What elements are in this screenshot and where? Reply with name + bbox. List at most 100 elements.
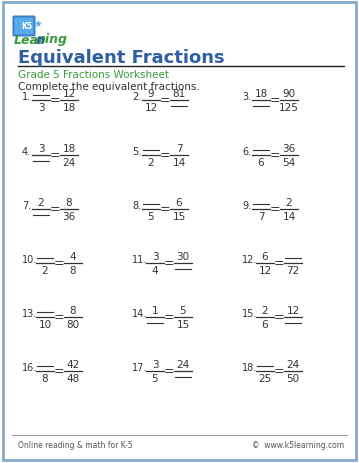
- Text: 18.: 18.: [242, 362, 257, 372]
- Text: =: =: [270, 94, 280, 107]
- Text: 8: 8: [70, 265, 76, 275]
- Text: 16.: 16.: [22, 362, 37, 372]
- FancyBboxPatch shape: [13, 17, 36, 38]
- Text: =: =: [50, 203, 60, 216]
- Text: Grade 5 Fractions Worksheet: Grade 5 Fractions Worksheet: [18, 70, 169, 80]
- Text: Lear: Lear: [14, 33, 45, 46]
- Text: 17.: 17.: [132, 362, 148, 372]
- Text: Equivalent Fractions: Equivalent Fractions: [18, 49, 225, 67]
- Text: 10.: 10.: [22, 255, 37, 264]
- Text: =: =: [50, 94, 60, 107]
- Text: 81: 81: [172, 89, 186, 99]
- Text: =: =: [160, 203, 170, 216]
- Text: 12: 12: [144, 103, 158, 113]
- Text: 9.: 9.: [242, 200, 251, 211]
- Text: 2: 2: [38, 198, 44, 207]
- Text: =: =: [274, 365, 284, 378]
- Text: 25: 25: [258, 373, 272, 383]
- Text: 5.: 5.: [132, 147, 141, 156]
- Text: 6: 6: [262, 319, 268, 329]
- Text: 15: 15: [176, 319, 190, 329]
- Text: =: =: [270, 149, 280, 162]
- Text: 2: 2: [148, 158, 154, 168]
- Text: 14: 14: [283, 212, 295, 221]
- Text: 11.: 11.: [132, 255, 147, 264]
- Text: 2: 2: [262, 305, 268, 315]
- Text: 18: 18: [62, 144, 76, 154]
- Text: 9: 9: [148, 89, 154, 99]
- Text: Complete the equivalent fractions.: Complete the equivalent fractions.: [18, 82, 200, 92]
- Text: =: =: [164, 365, 174, 378]
- Text: 14.: 14.: [132, 308, 147, 319]
- Text: 72: 72: [286, 265, 300, 275]
- Text: =: =: [160, 149, 170, 162]
- Text: 18: 18: [62, 103, 76, 113]
- Text: 4: 4: [70, 251, 76, 262]
- Text: 2: 2: [42, 265, 48, 275]
- Text: =: =: [164, 257, 174, 270]
- Text: 3.: 3.: [242, 92, 251, 102]
- Text: 7: 7: [258, 212, 264, 221]
- Text: ★: ★: [34, 19, 42, 29]
- Text: 15: 15: [172, 212, 186, 221]
- Text: 7.: 7.: [22, 200, 31, 211]
- Text: 3: 3: [38, 144, 44, 154]
- Text: 6: 6: [262, 251, 268, 262]
- FancyBboxPatch shape: [14, 19, 33, 36]
- Text: n: n: [36, 33, 45, 46]
- Text: 5: 5: [148, 212, 154, 221]
- Text: =: =: [274, 311, 284, 324]
- Text: 80: 80: [66, 319, 80, 329]
- Text: 36: 36: [62, 212, 76, 221]
- Text: 90: 90: [283, 89, 295, 99]
- Text: 2.: 2.: [132, 92, 141, 102]
- Text: 24: 24: [176, 359, 190, 369]
- Text: 12: 12: [286, 305, 300, 315]
- Text: 8: 8: [66, 198, 72, 207]
- Text: 3: 3: [152, 251, 158, 262]
- Text: 1.: 1.: [22, 92, 31, 102]
- Text: 48: 48: [66, 373, 80, 383]
- Text: 5: 5: [180, 305, 186, 315]
- Text: 5: 5: [27, 22, 32, 31]
- Text: 4: 4: [152, 265, 158, 275]
- Text: 6: 6: [176, 198, 182, 207]
- Text: =: =: [50, 149, 60, 162]
- Text: 12: 12: [258, 265, 272, 275]
- Text: 36: 36: [283, 144, 295, 154]
- Text: 10: 10: [38, 319, 52, 329]
- Text: K: K: [21, 22, 27, 31]
- Text: 12: 12: [62, 89, 76, 99]
- FancyBboxPatch shape: [3, 3, 356, 460]
- Text: 125: 125: [279, 103, 299, 113]
- Text: 14: 14: [172, 158, 186, 168]
- Text: ning: ning: [37, 33, 67, 46]
- Text: 2: 2: [286, 198, 292, 207]
- Text: 24: 24: [286, 359, 300, 369]
- Text: 30: 30: [176, 251, 190, 262]
- Text: =: =: [54, 365, 64, 378]
- Text: 8.: 8.: [132, 200, 141, 211]
- Text: 8: 8: [70, 305, 76, 315]
- Text: 42: 42: [66, 359, 80, 369]
- Text: 18: 18: [255, 89, 267, 99]
- Text: =: =: [270, 203, 280, 216]
- Text: 5: 5: [152, 373, 158, 383]
- Text: 6.: 6.: [242, 147, 251, 156]
- Text: 4.: 4.: [22, 147, 31, 156]
- Text: =: =: [274, 257, 284, 270]
- Text: 1: 1: [152, 305, 158, 315]
- Text: 50: 50: [286, 373, 299, 383]
- Text: 8: 8: [42, 373, 48, 383]
- Text: 7: 7: [176, 144, 182, 154]
- Text: Online reading & math for K-5: Online reading & math for K-5: [18, 441, 132, 450]
- Text: =: =: [164, 311, 174, 324]
- Text: 15.: 15.: [242, 308, 257, 319]
- Text: =: =: [160, 94, 170, 107]
- Text: 6: 6: [258, 158, 264, 168]
- Text: =: =: [54, 311, 64, 324]
- Text: ©  www.k5learning.com: © www.k5learning.com: [252, 441, 344, 450]
- Text: 3: 3: [38, 103, 44, 113]
- Text: =: =: [54, 257, 64, 270]
- Text: 24: 24: [62, 158, 76, 168]
